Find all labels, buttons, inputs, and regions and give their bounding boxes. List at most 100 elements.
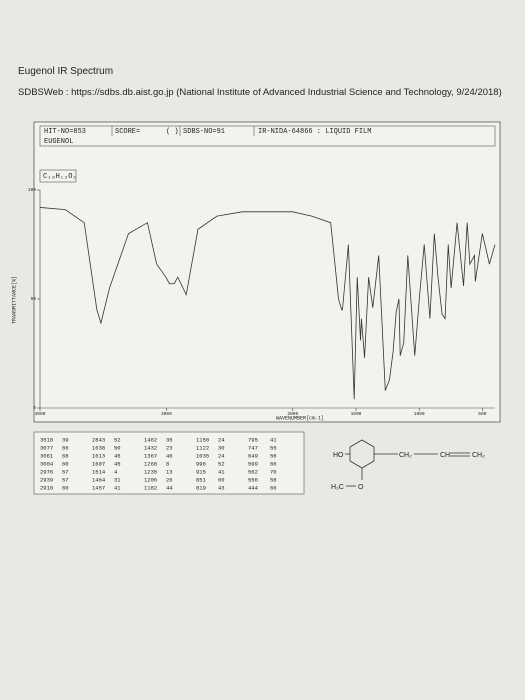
peak-transmittance: 50 bbox=[114, 444, 121, 451]
peak-wavenumber: 1150 bbox=[196, 436, 209, 443]
atom-label: HO bbox=[333, 452, 344, 459]
peak-transmittance: 68 bbox=[62, 452, 69, 459]
peak-wavenumber: 3077 bbox=[40, 444, 53, 451]
peak-wavenumber: 1607 bbox=[92, 460, 105, 467]
x-tick-label: 1500 bbox=[351, 411, 362, 417]
peak-transmittance: 26 bbox=[166, 476, 173, 483]
formula-box bbox=[39, 169, 77, 183]
peak-transmittance: 45 bbox=[114, 452, 121, 459]
peak-wavenumber: 599 bbox=[248, 460, 258, 467]
peak-transmittance: 4 bbox=[114, 468, 118, 475]
benzene-ring bbox=[349, 439, 375, 469]
spectrum-line bbox=[39, 207, 496, 400]
peak-wavenumber: 2910 bbox=[40, 484, 53, 491]
x-tick-label: 4000 bbox=[35, 411, 46, 417]
x-tick-label: 500 bbox=[478, 411, 486, 417]
peak-transmittance: 41 bbox=[218, 468, 225, 475]
peak-transmittance: 45 bbox=[114, 460, 121, 467]
y-axis-label: TRANSMITTANCE[%] bbox=[11, 276, 17, 324]
peak-transmittance: 30 bbox=[218, 444, 225, 451]
peak-wavenumber: 1035 bbox=[196, 452, 209, 459]
peak-wavenumber: 1462 bbox=[144, 436, 157, 443]
peak-wavenumber: 1367 bbox=[144, 452, 157, 459]
peak-wavenumber: 3061 bbox=[40, 452, 54, 459]
peak-transmittance: 66 bbox=[62, 444, 69, 451]
peak-wavenumber: 747 bbox=[248, 444, 258, 451]
y-tick-label: 0 bbox=[33, 405, 36, 411]
peak-wavenumber: 1457 bbox=[92, 484, 105, 491]
paren: ( ) bbox=[166, 128, 179, 136]
peak-transmittance: 13 bbox=[166, 468, 173, 475]
x-tick-label: 1000 bbox=[414, 411, 425, 417]
y-tick-label: 50 bbox=[31, 296, 37, 302]
peak-wavenumber: 2939 bbox=[40, 476, 53, 483]
peak-wavenumber: 1514 bbox=[92, 468, 106, 475]
peak-wavenumber: 444 bbox=[248, 484, 259, 491]
peak-wavenumber: 1235 bbox=[144, 468, 157, 475]
peak-transmittance: 35 bbox=[166, 436, 173, 443]
peak-wavenumber: 649 bbox=[248, 452, 258, 459]
peak-transmittance: 31 bbox=[114, 476, 121, 483]
peak-transmittance: 24 bbox=[218, 436, 225, 443]
peak-wavenumber: 1638 bbox=[92, 444, 105, 451]
peak-transmittance: 57 bbox=[62, 468, 69, 475]
sdbs-no: SDBS-NO=91 bbox=[183, 128, 225, 136]
peak-transmittance: 60 bbox=[218, 476, 225, 483]
atom-label: H₃C bbox=[331, 484, 344, 491]
peak-transmittance: 66 bbox=[270, 460, 277, 467]
peak-transmittance: 57 bbox=[62, 476, 69, 483]
atom-label: CH₂ bbox=[399, 452, 412, 459]
y-tick-label: 100 bbox=[28, 187, 36, 193]
peak-transmittance: 8 bbox=[166, 460, 169, 467]
x-tick-label: 2000 bbox=[287, 411, 298, 417]
peak-wavenumber: 819 bbox=[196, 484, 206, 491]
x-tick-label: 3000 bbox=[161, 411, 172, 417]
method: IR-NIDA-64866 : LIQUID FILM bbox=[258, 128, 371, 136]
doc-title: Eugenol IR Spectrum bbox=[18, 66, 114, 77]
peak-wavenumber: 795 bbox=[248, 436, 258, 443]
peak-wavenumber: 556 bbox=[248, 476, 258, 483]
peak-transmittance: 55 bbox=[270, 444, 277, 451]
peak-wavenumber: 1122 bbox=[196, 444, 209, 451]
peak-transmittance: 46 bbox=[166, 452, 173, 459]
hit-no: HIT-NO=853 bbox=[44, 128, 86, 136]
peak-transmittance: 24 bbox=[218, 452, 225, 459]
source: SDBSWeb : https://sdbs.db.aist.go.jp (Na… bbox=[18, 87, 502, 98]
peak-transmittance: 60 bbox=[62, 460, 69, 467]
peak-transmittance: 41 bbox=[114, 484, 121, 491]
peak-transmittance: 66 bbox=[270, 484, 277, 491]
peak-wavenumber: 1464 bbox=[92, 476, 106, 483]
peak-wavenumber: 2976 bbox=[40, 468, 53, 475]
peak-transmittance: 52 bbox=[218, 460, 225, 467]
peak-transmittance: 23 bbox=[166, 444, 173, 451]
peak-wavenumber: 1268 bbox=[144, 460, 157, 467]
peak-transmittance: 43 bbox=[218, 484, 225, 491]
formula: C₁₀H₁₂O₂ bbox=[43, 173, 77, 181]
peak-wavenumber: 851 bbox=[196, 476, 207, 483]
peak-wavenumber: 1182 bbox=[144, 484, 157, 491]
peak-transmittance: 70 bbox=[270, 468, 277, 475]
peak-transmittance: 56 bbox=[270, 452, 277, 459]
peak-wavenumber: 562 bbox=[248, 468, 258, 475]
peak-transmittance: 41 bbox=[270, 436, 277, 443]
atom-label: CH₂ bbox=[472, 452, 485, 459]
peak-wavenumber: 1432 bbox=[144, 444, 157, 451]
compound: EUGENOL bbox=[44, 138, 73, 146]
peak-wavenumber: 3518 bbox=[40, 436, 53, 443]
peak-transmittance: 52 bbox=[114, 436, 121, 443]
peak-wavenumber: 996 bbox=[196, 460, 206, 467]
peak-wavenumber: 1206 bbox=[144, 476, 157, 483]
chart-frame bbox=[33, 121, 501, 423]
peak-transmittance: 60 bbox=[62, 484, 69, 491]
peak-wavenumber: 2843 bbox=[92, 436, 105, 443]
peak-transmittance: 44 bbox=[166, 484, 173, 491]
atom-label: O bbox=[358, 484, 364, 491]
header-box bbox=[39, 125, 496, 147]
peak-wavenumber: 915 bbox=[196, 468, 206, 475]
x-axis-label: WAVENUMBER[cm-1] bbox=[276, 415, 324, 421]
peak-transmittance: 58 bbox=[270, 476, 277, 483]
atom-label: CH bbox=[440, 452, 450, 459]
peak-wavenumber: 1613 bbox=[92, 452, 105, 459]
